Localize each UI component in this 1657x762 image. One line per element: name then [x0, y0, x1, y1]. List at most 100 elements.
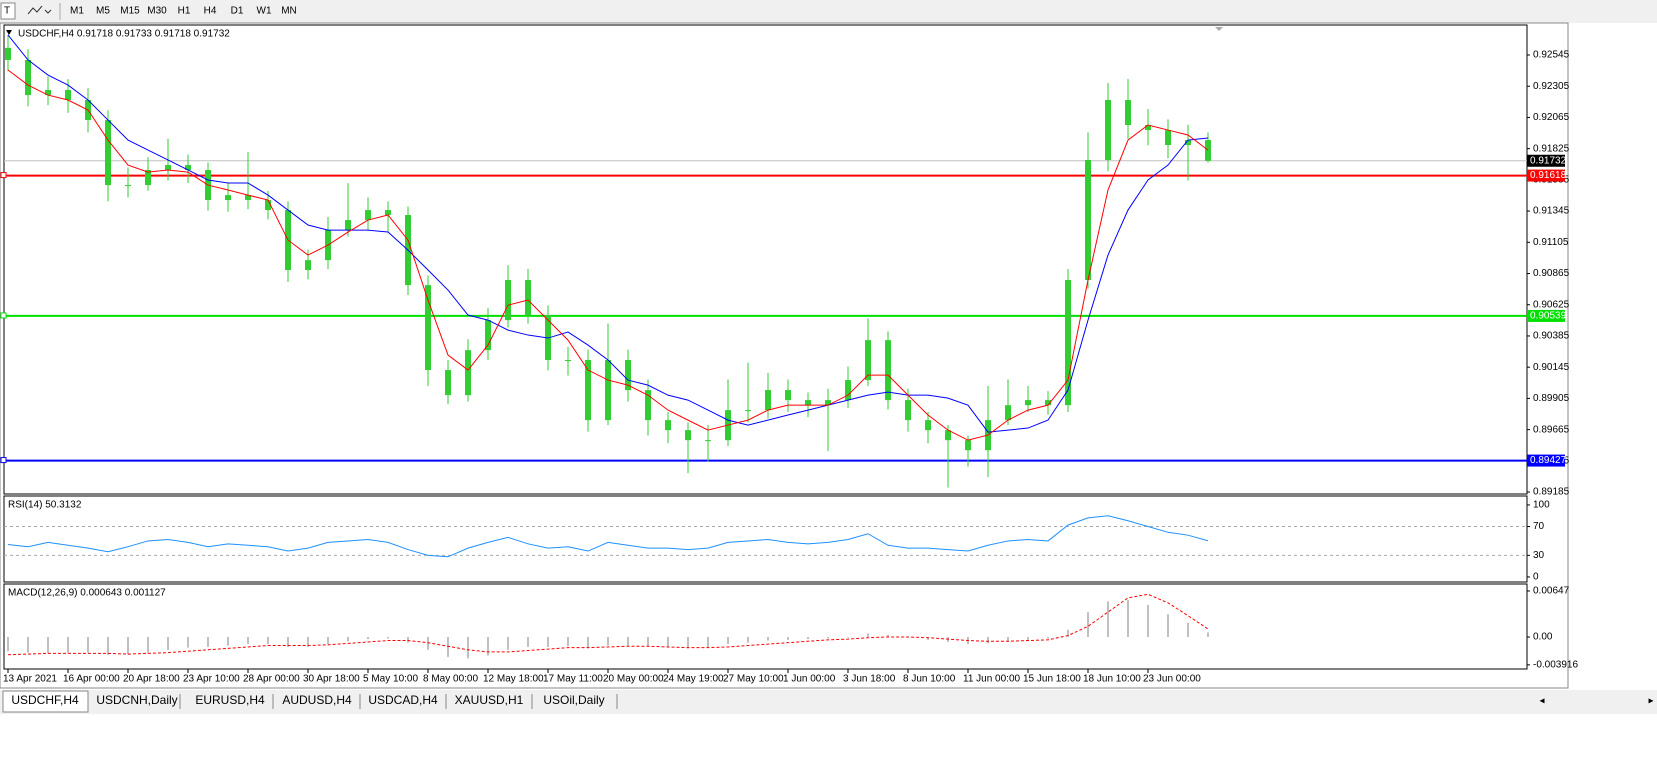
candle-body — [665, 420, 671, 431]
tab[interactable]: USDCHF,H4 — [11, 693, 79, 707]
y-tick-label: 0.92065 — [1533, 112, 1570, 123]
macd-bar — [227, 636, 229, 646]
line-tool[interactable] — [27, 5, 52, 15]
text-tool-icon: T — [4, 6, 10, 17]
timeframe-button[interactable]: H1 — [178, 6, 191, 17]
macd-bar — [787, 636, 789, 640]
tab[interactable]: USDCAD,H4 — [368, 693, 438, 707]
tab-bar — [0, 690, 1657, 714]
candle-body — [425, 285, 431, 371]
tab[interactable]: XAUUSD,H1 — [455, 693, 524, 707]
macd-bar — [407, 636, 409, 643]
macd-bar — [1167, 614, 1169, 637]
text-tool[interactable] — [0, 2, 16, 20]
x-tick-label: 13 Apr 2021 — [3, 674, 57, 685]
x-tick-label: 27 May 10:00 — [723, 674, 784, 685]
chart-window — [0, 22, 1569, 689]
macd-bar — [367, 636, 369, 640]
candle-body — [1025, 400, 1031, 406]
x-tick-label: 23 Apr 10:00 — [183, 674, 240, 685]
macd-bar — [447, 636, 449, 657]
timeframe-button[interactable]: M1 — [70, 6, 84, 17]
x-tick-label: 5 May 10:00 — [363, 674, 418, 685]
macd-bar — [247, 636, 249, 645]
timeframe-button[interactable]: M5 — [96, 6, 110, 17]
scroll-right[interactable]: ▸ — [1648, 696, 1653, 707]
macd-bar — [987, 636, 989, 644]
tab[interactable]: USOil,Daily — [543, 693, 604, 707]
macd-bar — [147, 636, 149, 653]
timeframe-button[interactable]: W1 — [257, 6, 272, 17]
x-tick-label: 8 Jun 10:00 — [903, 674, 956, 685]
macd-bar — [307, 636, 309, 647]
candle-body — [1065, 280, 1071, 406]
scroll-left[interactable]: ◂ — [1539, 696, 1544, 707]
candle-body — [185, 165, 191, 170]
macd-bar — [167, 636, 169, 650]
macd-bar — [927, 636, 929, 640]
timeframe-button[interactable]: MN — [281, 6, 297, 17]
moving-average — [7, 69, 1209, 441]
y-tick-label: 0.90145 — [1533, 362, 1570, 373]
candle-body — [825, 400, 831, 406]
x-tick-label: 18 Jun 10:00 — [1083, 674, 1141, 685]
timeframe-button[interactable]: M15 — [120, 6, 140, 17]
level-box — [0, 457, 7, 464]
candle-body — [885, 340, 891, 401]
candle-body — [765, 390, 771, 411]
level-price-box — [1527, 169, 1565, 182]
candle-body — [125, 185, 131, 187]
candle-body — [1145, 124, 1151, 131]
x-tick-label: 15 Jun 18:00 — [1023, 674, 1081, 685]
candle-body — [1185, 140, 1191, 146]
candle-body — [705, 440, 711, 442]
y-tick-label: 30 — [1533, 550, 1545, 561]
y-tick-label: 100 — [1533, 500, 1550, 511]
candle-body — [505, 280, 511, 321]
candle-body — [1005, 405, 1011, 421]
macd-bar — [887, 634, 889, 637]
x-tick-label: 20 May 00:00 — [603, 674, 664, 685]
timeframe-button[interactable]: D1 — [231, 6, 244, 17]
macd-bar — [727, 636, 729, 645]
candle-body — [65, 89, 71, 101]
y-tick-label: 0.91825 — [1533, 143, 1570, 154]
y-tick-label: 0.91345 — [1533, 206, 1570, 217]
level-price-box — [1527, 309, 1565, 322]
candle-body — [1125, 100, 1131, 125]
macd-bar — [287, 636, 289, 647]
macd-bar — [807, 636, 809, 640]
panel-frame — [3, 495, 1528, 583]
candle-body — [25, 59, 31, 96]
macd-bar — [1007, 636, 1009, 642]
candle-body — [845, 380, 851, 401]
macd-bar — [327, 636, 329, 645]
macd-bar — [1027, 636, 1029, 640]
x-tick-label: 12 May 18:00 — [483, 674, 544, 685]
macd-bar — [687, 636, 689, 649]
shift-marker — [1215, 27, 1223, 31]
level-box — [0, 172, 7, 179]
timeframe-button[interactable]: H4 — [204, 6, 217, 17]
candle-body — [1085, 159, 1091, 281]
x-tick-label: 1 Jun 00:00 — [783, 674, 836, 685]
macd-bar — [1127, 600, 1129, 637]
y-tick-label: 0.00647 — [1533, 586, 1570, 597]
tab[interactable]: AUDUSD,H4 — [282, 693, 352, 707]
candle-body — [165, 165, 171, 170]
candle-body — [865, 340, 871, 381]
macd-bar — [1187, 622, 1189, 637]
y-tick-label: 0.92545 — [1533, 50, 1570, 61]
tab[interactable]: EURUSD,H4 — [195, 693, 265, 707]
timeframe-button[interactable]: M30 — [147, 6, 167, 17]
panel-title: USDCHF,H4 0.91718 0.91733 0.91718 0.9173… — [18, 29, 230, 40]
x-tick-label: 20 Apr 18:00 — [123, 674, 180, 685]
macd-bar — [547, 636, 549, 647]
candle-body — [745, 410, 751, 412]
tab[interactable]: USDCNH,Daily — [96, 693, 177, 707]
macd-bar — [1067, 629, 1069, 637]
candle-body — [925, 420, 931, 431]
candle-body — [305, 260, 311, 271]
candle-body — [785, 390, 791, 401]
